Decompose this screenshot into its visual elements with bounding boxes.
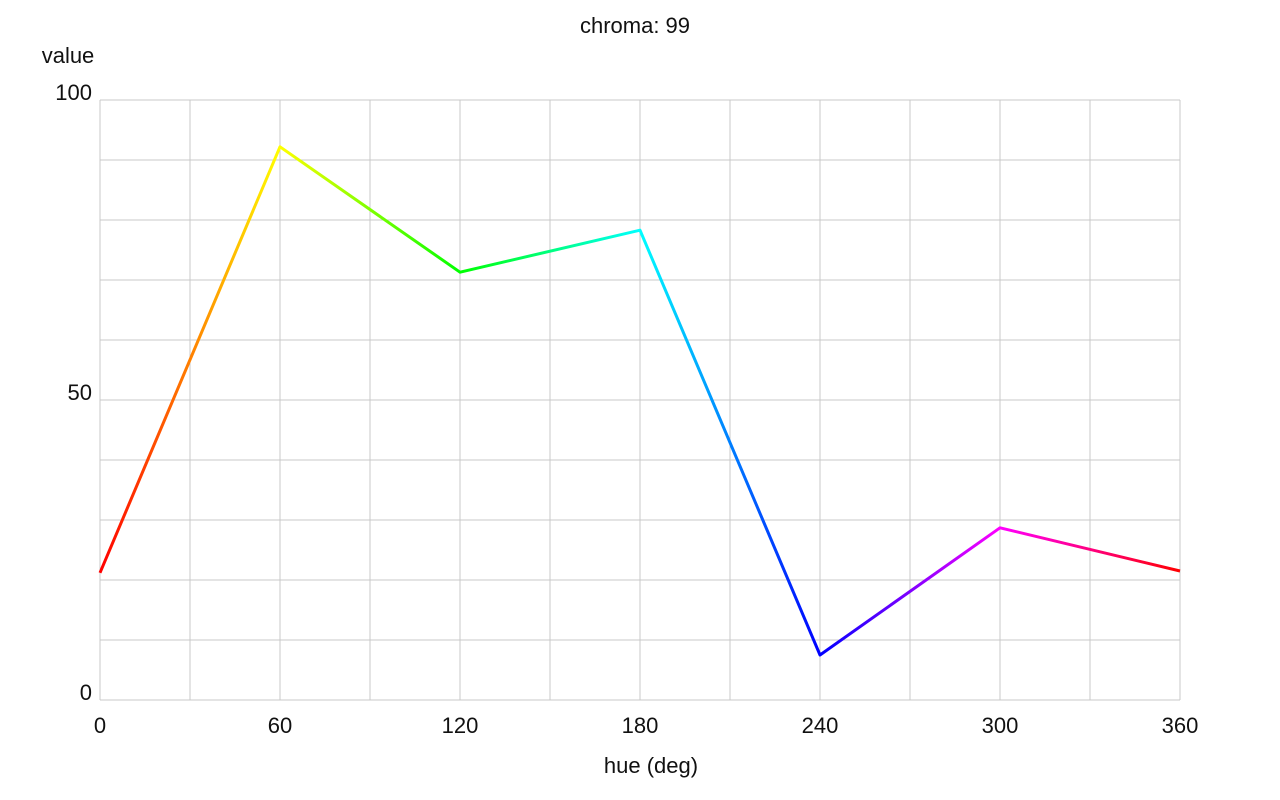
y-tick-label: 100 — [55, 80, 92, 105]
y-tick-label: 50 — [68, 380, 92, 405]
data-line — [98, 145, 1181, 657]
x-tick-label: 120 — [442, 713, 479, 738]
x-tick-label: 360 — [1162, 713, 1199, 738]
chart-title: chroma: 99 — [580, 13, 690, 38]
y-tick-label: 0 — [80, 680, 92, 705]
x-tick-label: 0 — [94, 713, 106, 738]
x-axis-label: hue (deg) — [604, 753, 698, 778]
x-tick-label: 180 — [622, 713, 659, 738]
x-tick-label: 300 — [982, 713, 1019, 738]
y-axis-label: value — [42, 43, 95, 68]
x-tick-label: 240 — [802, 713, 839, 738]
x-tick-label: 60 — [268, 713, 292, 738]
